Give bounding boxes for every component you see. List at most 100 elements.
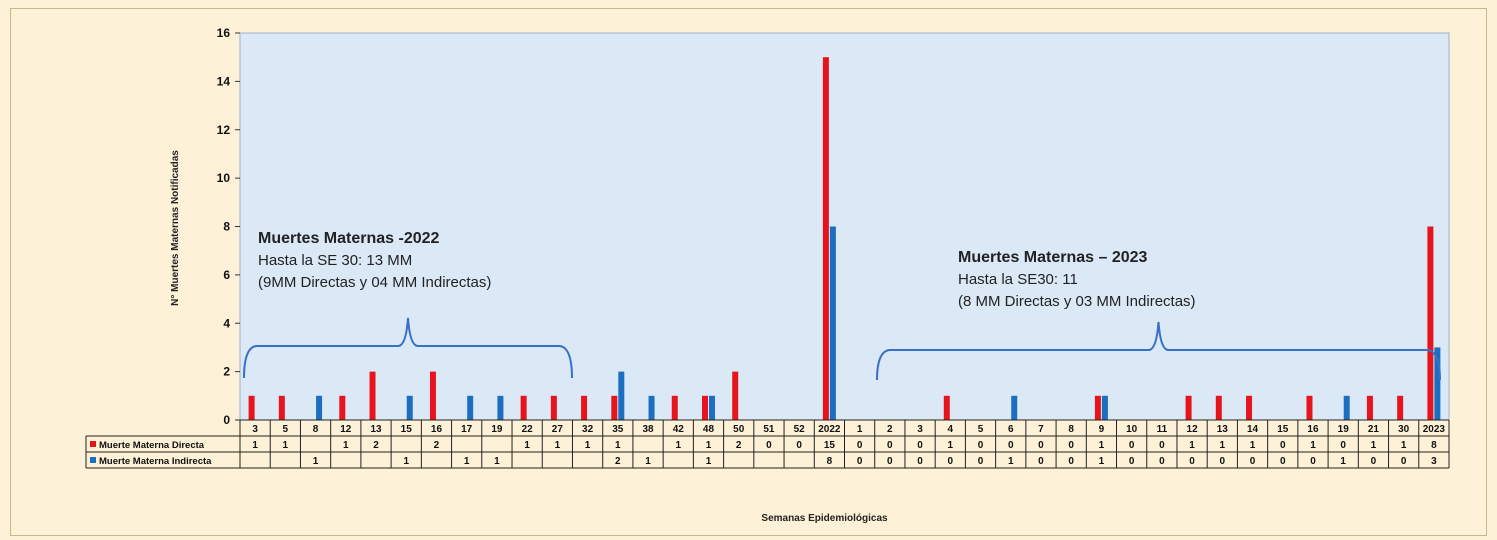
annotation-brace: [876, 321, 1441, 381]
y-tick-label: 14: [217, 74, 231, 88]
data-label: 1: [313, 456, 319, 467]
bar-directa: [1185, 395, 1192, 420]
legend-label: Muerte Materna Indirecta: [99, 456, 212, 467]
data-label: 0: [857, 456, 863, 467]
bar-directa: [520, 395, 527, 420]
data-label: 1: [1371, 440, 1377, 451]
bar-directa: [339, 395, 346, 420]
data-label: 0: [978, 440, 984, 451]
data-label: 0: [796, 440, 802, 451]
data-label: 1: [1401, 440, 1407, 451]
bar-directa: [429, 371, 436, 420]
bar-indirecta: [648, 395, 655, 420]
data-label: 1: [1099, 440, 1105, 451]
data-label: 1: [706, 456, 712, 467]
category-label: 22: [522, 424, 534, 435]
category-label: 42: [673, 424, 685, 435]
data-label: 0: [1401, 456, 1407, 467]
category-label: 19: [1338, 424, 1350, 435]
data-label: 1: [252, 440, 258, 451]
annotation-title: Muertes Maternas – 2023: [958, 249, 1148, 266]
category-label: 32: [582, 424, 594, 435]
category-label: 10: [1126, 424, 1138, 435]
bar-directa: [1215, 395, 1222, 420]
annotation-line: (9MM Directas y 04 MM Indirectas): [258, 274, 491, 291]
bar-indirecta: [1343, 395, 1350, 420]
category-label: 8: [313, 424, 319, 435]
data-label: 1: [615, 440, 621, 451]
legend-swatch: [90, 457, 96, 463]
data-label: 0: [1280, 456, 1286, 467]
category-label: 11: [1157, 424, 1168, 435]
data-label: 0: [1129, 456, 1135, 467]
data-label: 1: [675, 440, 681, 451]
bar-directa: [1094, 395, 1101, 420]
bar-directa: [701, 395, 708, 420]
data-label: 0: [1310, 456, 1316, 467]
data-label: 0: [1068, 456, 1074, 467]
category-label: 30: [1398, 424, 1410, 435]
data-label: 1: [1340, 456, 1346, 467]
category-label: 13: [1217, 424, 1229, 435]
data-label: 8: [827, 456, 833, 467]
bar-directa: [671, 395, 678, 420]
data-label: 8: [1431, 440, 1437, 451]
data-label: 0: [1068, 440, 1074, 451]
category-label: 12: [1187, 424, 1199, 435]
annotation-line: (8 MM Directas y 03 MM Indirectas): [958, 293, 1196, 310]
y-tick-label: 10: [217, 171, 231, 185]
bar-indirecta: [618, 371, 625, 420]
bar-directa: [248, 395, 255, 420]
bar-directa: [581, 395, 588, 420]
data-label: 0: [948, 456, 954, 467]
x-axis-label: Semanas Epidemiológicas: [761, 513, 888, 524]
category-label: 21: [1368, 424, 1380, 435]
category-label: 2022: [818, 424, 841, 435]
bar-directa: [278, 395, 285, 420]
bar-directa: [1246, 395, 1253, 420]
bar-directa: [369, 371, 376, 420]
bar-directa: [1427, 226, 1434, 420]
data-label: 0: [1340, 440, 1346, 451]
category-label: 51: [763, 424, 775, 435]
data-label: 0: [1159, 440, 1165, 451]
bar-indirecta: [708, 395, 715, 420]
y-tick-label: 4: [223, 316, 230, 330]
data-label: 15: [824, 440, 836, 451]
data-label: 0: [1159, 456, 1165, 467]
data-label: 0: [1038, 440, 1044, 451]
category-label: 3: [252, 424, 258, 435]
annotation-line: Hasta la SE 30: 13 MM: [258, 252, 412, 269]
bar-indirecta: [1011, 395, 1018, 420]
annotation-brace: [243, 317, 573, 379]
data-label: 1: [1189, 440, 1195, 451]
y-tick-label: 6: [223, 268, 230, 282]
bar-indirecta: [497, 395, 504, 420]
category-label: 52: [794, 424, 806, 435]
annotation-line: Hasta la SE30: 11: [958, 271, 1078, 288]
data-label: 2: [434, 440, 440, 451]
y-tick-label: 16: [217, 26, 231, 40]
bar-indirecta: [1434, 347, 1441, 420]
category-label: 6: [1008, 424, 1014, 435]
category-label: 7: [1038, 424, 1044, 435]
data-label: 1: [464, 456, 470, 467]
data-label: 0: [917, 456, 923, 467]
category-label: 3: [917, 424, 923, 435]
data-label: 1: [1099, 456, 1105, 467]
bar-indirecta: [316, 395, 323, 420]
category-label: 27: [552, 424, 564, 435]
bar-directa: [943, 395, 950, 420]
category-label: 4: [948, 424, 954, 435]
category-label: 5: [283, 424, 289, 435]
category-label: 5: [978, 424, 984, 435]
category-label: 9: [1099, 424, 1105, 435]
data-label: 2: [373, 440, 379, 451]
data-label: 3: [1431, 456, 1437, 467]
data-label: 0: [978, 456, 984, 467]
data-label: 0: [1129, 440, 1135, 451]
category-label: 2023: [1423, 424, 1446, 435]
data-label: 1: [524, 440, 530, 451]
data-label: 1: [1008, 456, 1014, 467]
bar-indirecta: [1101, 395, 1108, 420]
